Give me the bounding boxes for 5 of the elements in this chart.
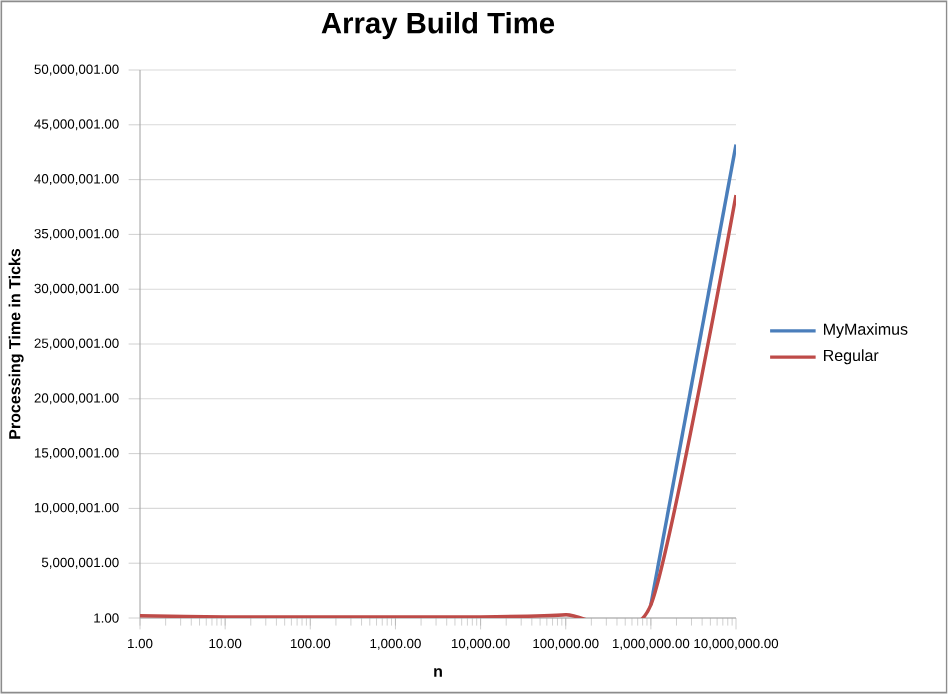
chart-title: Array Build Time [321,11,555,40]
legend-label: MyMaximus [824,323,908,338]
legend-label: Regular [824,349,879,365]
x-axis-title: n [434,668,442,677]
y-axis-title: Processing Time in Ticks [8,248,24,439]
